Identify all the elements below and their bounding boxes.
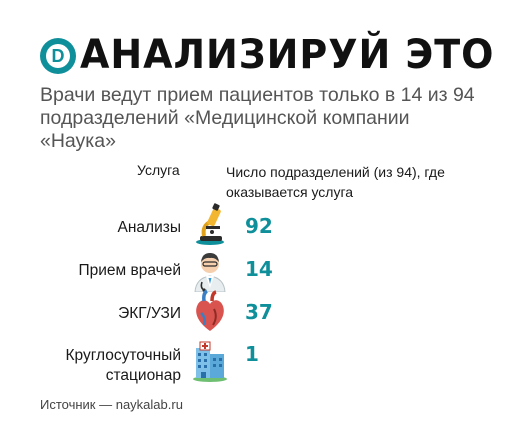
heart-icon (196, 289, 224, 331)
logo-d-icon: D (40, 38, 76, 74)
row-value-analyses: 92 (245, 214, 273, 238)
column-header-service: Услуга (137, 162, 180, 178)
microscope-icon (196, 203, 224, 245)
column-header-count: Число подразделений (из 94), где оказыва… (226, 164, 445, 200)
row-label-doctor-visits: Прием врачей (78, 262, 182, 279)
row-value-hospital: 1 (245, 342, 259, 366)
logo-letter: D (51, 46, 65, 66)
row-value-ecg-ultrasound: 37 (245, 300, 273, 324)
hospital-icon (193, 341, 227, 382)
page-title: АНАЛИЗИРУЙ ЭТО (80, 32, 495, 78)
row-label-ecg-ultrasound: ЭКГ/УЗИ (118, 305, 181, 322)
source-note: Источник — naykalab.ru (40, 397, 183, 412)
doctor-icon (194, 253, 226, 292)
page-subtitle: Врачи ведут прием пациентов только в 14 … (40, 84, 475, 152)
row-label-hospital: Круглосуточный стационар (65, 347, 181, 384)
row-value-doctor-visits: 14 (245, 257, 273, 281)
row-label-analyses: Анализы (117, 219, 181, 236)
